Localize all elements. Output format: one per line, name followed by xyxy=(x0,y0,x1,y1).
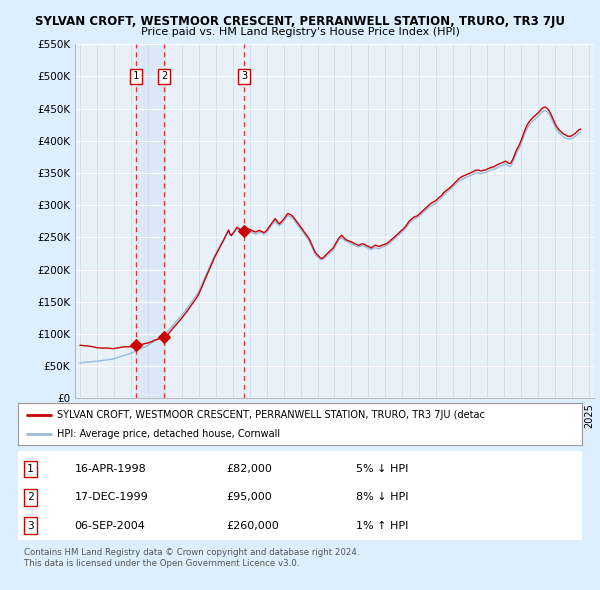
Text: £260,000: £260,000 xyxy=(227,521,280,530)
Text: 17-DEC-1999: 17-DEC-1999 xyxy=(74,493,148,502)
Text: 16-APR-1998: 16-APR-1998 xyxy=(74,464,146,474)
Text: 8% ↓ HPI: 8% ↓ HPI xyxy=(356,493,409,502)
Text: £95,000: £95,000 xyxy=(227,493,272,502)
Text: SYLVAN CROFT, WESTMOOR CRESCENT, PERRANWELL STATION, TRURO, TR3 7JU (detac: SYLVAN CROFT, WESTMOOR CRESCENT, PERRANW… xyxy=(58,410,485,420)
Text: Contains HM Land Registry data © Crown copyright and database right 2024.: Contains HM Land Registry data © Crown c… xyxy=(24,548,359,556)
Text: Price paid vs. HM Land Registry's House Price Index (HPI): Price paid vs. HM Land Registry's House … xyxy=(140,27,460,37)
Point xyxy=(160,332,169,342)
Text: 06-SEP-2004: 06-SEP-2004 xyxy=(74,521,145,530)
Text: 2: 2 xyxy=(161,71,167,81)
Text: 3: 3 xyxy=(27,521,34,530)
Text: HPI: Average price, detached house, Cornwall: HPI: Average price, detached house, Corn… xyxy=(58,430,281,440)
Text: 3: 3 xyxy=(241,71,247,81)
Text: 1% ↑ HPI: 1% ↑ HPI xyxy=(356,521,409,530)
Text: 1: 1 xyxy=(27,464,34,474)
Text: 1: 1 xyxy=(133,71,139,81)
Bar xyxy=(136,44,164,398)
Text: 5% ↓ HPI: 5% ↓ HPI xyxy=(356,464,409,474)
Text: SYLVAN CROFT, WESTMOOR CRESCENT, PERRANWELL STATION, TRURO, TR3 7JU: SYLVAN CROFT, WESTMOOR CRESCENT, PERRANW… xyxy=(35,15,565,28)
Point xyxy=(239,226,249,235)
Point xyxy=(131,341,140,350)
Text: £82,000: £82,000 xyxy=(227,464,272,474)
Text: This data is licensed under the Open Government Licence v3.0.: This data is licensed under the Open Gov… xyxy=(24,559,299,568)
Text: 2: 2 xyxy=(27,493,34,502)
